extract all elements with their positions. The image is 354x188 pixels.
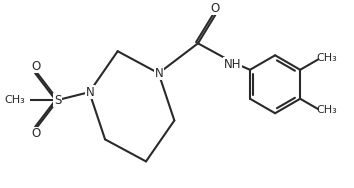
- Text: O: O: [31, 60, 40, 73]
- Text: O: O: [211, 2, 220, 15]
- Text: N: N: [86, 86, 94, 99]
- Text: O: O: [31, 127, 40, 140]
- Text: S: S: [54, 93, 62, 107]
- Text: N: N: [155, 67, 164, 80]
- Text: CH₃: CH₃: [4, 95, 25, 105]
- Text: CH₃: CH₃: [316, 53, 337, 63]
- Text: CH₃: CH₃: [316, 105, 337, 115]
- Text: NH: NH: [224, 58, 241, 71]
